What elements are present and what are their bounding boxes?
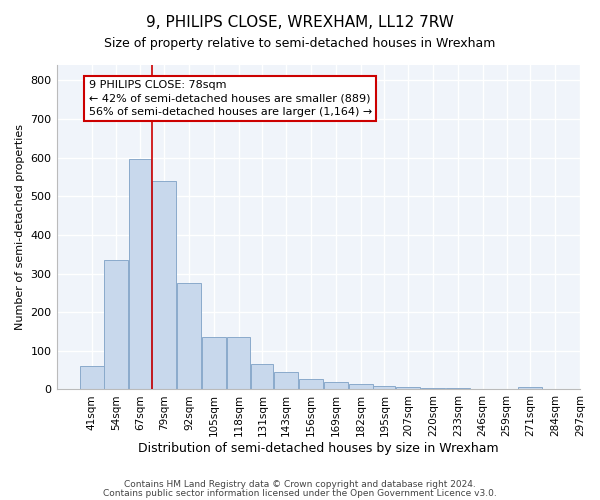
Bar xyxy=(324,382,348,390)
Bar xyxy=(104,260,128,390)
Bar xyxy=(518,387,542,390)
Bar xyxy=(446,388,470,390)
Text: Size of property relative to semi-detached houses in Wrexham: Size of property relative to semi-detach… xyxy=(104,38,496,51)
Bar xyxy=(373,386,395,390)
Bar xyxy=(274,372,298,390)
Bar xyxy=(421,388,445,390)
Text: Contains HM Land Registry data © Crown copyright and database right 2024.: Contains HM Land Registry data © Crown c… xyxy=(124,480,476,489)
Y-axis label: Number of semi-detached properties: Number of semi-detached properties xyxy=(15,124,25,330)
Bar xyxy=(397,387,420,390)
Bar xyxy=(129,159,151,390)
Bar xyxy=(299,379,323,390)
X-axis label: Distribution of semi-detached houses by size in Wrexham: Distribution of semi-detached houses by … xyxy=(138,442,499,455)
Bar xyxy=(152,181,176,390)
Bar xyxy=(202,336,226,390)
Bar xyxy=(227,336,250,390)
Text: 9, PHILIPS CLOSE, WREXHAM, LL12 7RW: 9, PHILIPS CLOSE, WREXHAM, LL12 7RW xyxy=(146,15,454,30)
Bar xyxy=(80,366,104,390)
Bar xyxy=(177,283,201,390)
Text: Contains public sector information licensed under the Open Government Licence v3: Contains public sector information licen… xyxy=(103,488,497,498)
Text: 9 PHILIPS CLOSE: 78sqm
← 42% of semi-detached houses are smaller (889)
56% of se: 9 PHILIPS CLOSE: 78sqm ← 42% of semi-det… xyxy=(89,80,372,117)
Bar xyxy=(349,384,373,390)
Bar xyxy=(251,364,274,390)
